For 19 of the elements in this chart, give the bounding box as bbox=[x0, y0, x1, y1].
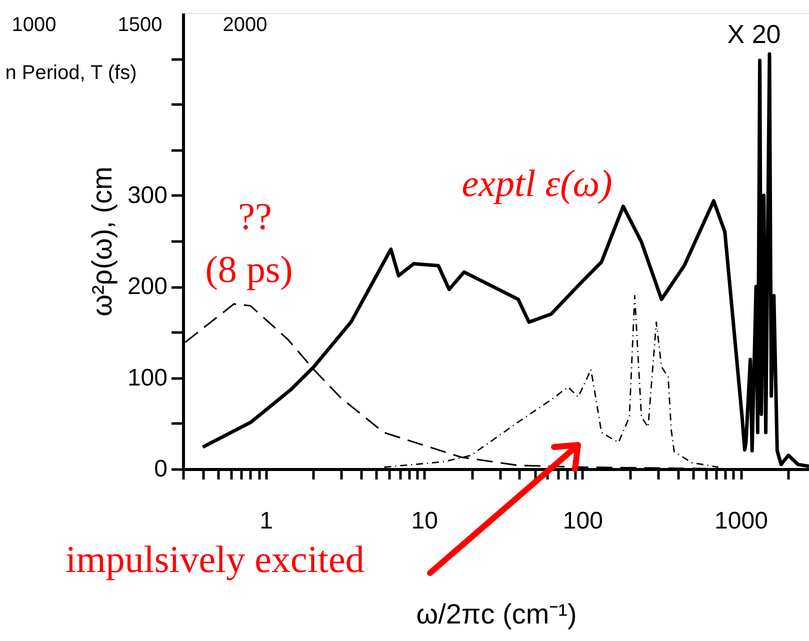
annotation: (8 ps) bbox=[205, 249, 293, 291]
annotation: exptl ε(ω) bbox=[462, 163, 612, 205]
x-tick-label: 100 bbox=[562, 508, 603, 534]
x-axis-title: ω/2πc (cm⁻¹) bbox=[416, 598, 577, 630]
annotation: ?? bbox=[238, 196, 272, 238]
y-tick-label: 100 bbox=[127, 364, 168, 392]
x-tick-label: 1 bbox=[260, 508, 273, 534]
y-tick-label: 300 bbox=[127, 182, 168, 209]
x-tick-label: 10 bbox=[411, 508, 438, 534]
y-tick-label: 200 bbox=[127, 273, 168, 300]
text: n Period, T (fs) bbox=[5, 62, 137, 84]
annotation: X 20 bbox=[727, 19, 781, 49]
annotation: 2000 bbox=[222, 14, 268, 36]
x-tick-label: 1000 bbox=[714, 508, 768, 534]
text: 1000 bbox=[12, 14, 56, 36]
text: 1500 bbox=[118, 14, 162, 36]
y-tick-label: 0 bbox=[154, 456, 168, 482]
y-axis-title: ω²ρ(ω), (cm bbox=[86, 166, 118, 316]
text: impulsively excited bbox=[66, 539, 364, 581]
